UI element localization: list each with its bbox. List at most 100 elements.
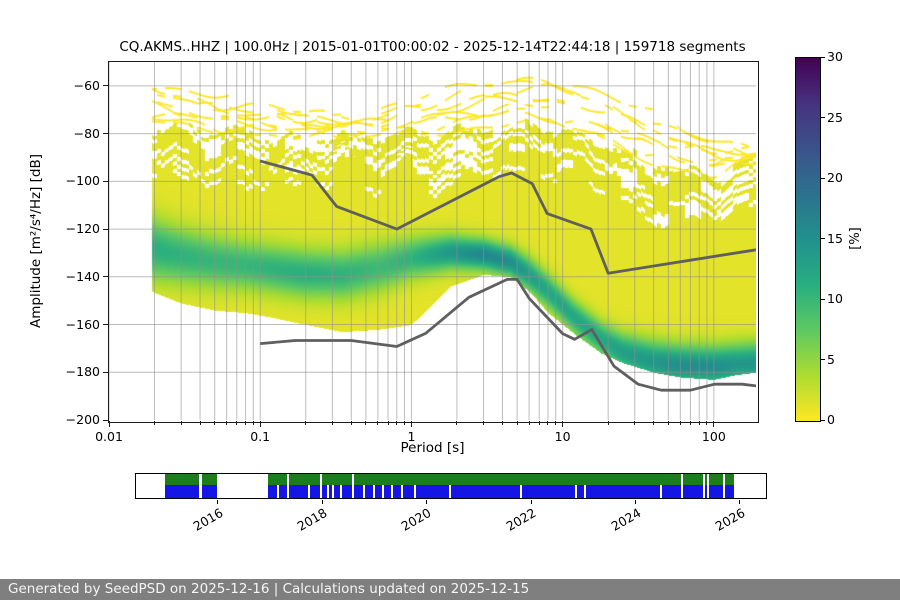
x-minor-tick-mark	[456, 421, 458, 425]
availability-gap	[326, 485, 329, 498]
y-tick-mark	[103, 85, 109, 87]
colorbar-tick-label: 20	[827, 170, 843, 185]
x-tick-label: 1	[407, 429, 416, 444]
y-tick-label: −60	[73, 77, 100, 93]
availability-blue-segment	[268, 485, 734, 498]
colorbar-tick-label: 25	[827, 109, 843, 125]
availability-green-segment	[268, 474, 734, 485]
year-label: 2020	[398, 505, 434, 534]
x-minor-tick-mark	[538, 421, 540, 425]
y-tick-label: −200	[65, 412, 100, 427]
x-tick-label: 0.1	[250, 429, 271, 444]
x-minor-tick-mark	[528, 421, 530, 425]
availability-gap	[340, 485, 343, 498]
colorbar-tick-mark	[820, 56, 825, 58]
x-tick-mark	[259, 421, 261, 427]
year-tick-mark	[425, 500, 427, 504]
x-tick-label: 100	[701, 429, 726, 444]
x-tick-mark	[410, 421, 412, 427]
availability-gap	[307, 485, 310, 498]
x-minor-tick-mark	[516, 421, 518, 425]
x-minor-tick-mark	[653, 421, 655, 425]
x-minor-tick-mark	[547, 421, 549, 425]
colorbar-tick-mark	[820, 359, 825, 360]
colorbar-tick-mark	[820, 298, 825, 300]
x-tick-mark	[562, 421, 564, 427]
y-tick-label: −120	[65, 221, 100, 237]
nlnm-line	[260, 277, 756, 392]
y-tick-label: −100	[65, 173, 100, 189]
availability-gap	[352, 474, 355, 485]
x-minor-tick-mark	[501, 421, 503, 425]
year-tick-mark	[635, 500, 637, 504]
availability-gap	[723, 474, 726, 485]
x-minor-tick-mark	[154, 421, 156, 425]
availability-gap	[707, 474, 710, 485]
x-tick-label: 10	[554, 429, 571, 444]
x-minor-tick-mark	[377, 421, 379, 425]
x-minor-tick-mark	[387, 421, 389, 425]
x-minor-tick-mark	[305, 421, 307, 425]
availability-gap	[519, 485, 522, 498]
y-tick-mark	[103, 371, 109, 373]
availability-gap	[583, 485, 586, 498]
x-minor-tick-mark	[698, 421, 700, 425]
colorbar-tick-mark	[820, 117, 825, 118]
x-minor-tick-mark	[634, 421, 636, 425]
availability-gap	[363, 485, 366, 498]
x-minor-tick-mark	[214, 421, 216, 425]
availability-green-segment	[201, 474, 217, 485]
x-minor-tick-mark	[555, 421, 557, 425]
colorbar-tick-mark	[820, 419, 825, 421]
year-tick-mark	[530, 500, 532, 504]
y-tick-mark	[103, 419, 109, 421]
plot-overlay	[109, 62, 756, 420]
x-minor-tick-mark	[689, 421, 691, 425]
availability-gap	[681, 474, 684, 485]
plot-title: CQ.AKMS..HHZ | 100.0Hz | 2015-01-01T00:0…	[119, 39, 746, 55]
plot-area	[109, 62, 756, 420]
y-tick-label: −140	[65, 268, 100, 284]
x-minor-tick-mark	[236, 421, 238, 425]
x-tick-mark	[108, 421, 110, 427]
availability-gap	[373, 485, 376, 498]
availability-green-segment	[164, 474, 199, 485]
x-axis-label: Period [s]	[400, 440, 465, 456]
y-tick-mark	[103, 276, 109, 278]
year-label: 2016	[190, 505, 226, 534]
colorbar	[795, 57, 821, 422]
year-label: 2022	[503, 505, 539, 534]
ppsd-heatmap	[109, 62, 756, 420]
availability-gap	[319, 474, 322, 485]
availability-gap	[575, 485, 578, 498]
x-tick-label: 0.01	[95, 429, 123, 444]
availability-gap	[414, 485, 417, 498]
footer-bar: Generated by SeedPSD on 2025-12-16 | Cal…	[0, 579, 900, 600]
colorbar-tick-label: 30	[827, 49, 843, 64]
availability-gap	[352, 485, 355, 498]
year-label: 2024	[607, 505, 644, 534]
x-minor-tick-mark	[245, 421, 247, 425]
availability-gap	[703, 485, 706, 498]
year-tick-mark	[739, 500, 741, 504]
x-minor-tick-mark	[331, 421, 333, 425]
x-minor-tick-mark	[180, 421, 182, 425]
availability-gap	[319, 485, 322, 498]
y-tick-mark	[103, 180, 109, 182]
x-minor-tick-mark	[396, 421, 398, 425]
availability-bar	[135, 473, 767, 499]
colorbar-tick-label: 5	[827, 351, 835, 367]
availability-gap	[400, 485, 403, 498]
colorbar-tick-label: 10	[827, 291, 843, 306]
x-minor-tick-mark	[679, 421, 681, 425]
colorbar-tick-label: 15	[827, 230, 843, 246]
year-label: 2018	[294, 505, 330, 534]
availability-gap	[660, 485, 663, 498]
nhnm-line	[259, 159, 756, 275]
x-minor-tick-mark	[365, 421, 367, 425]
availability-gap	[277, 485, 280, 498]
x-minor-tick-mark	[607, 421, 609, 425]
y-tick-label: −180	[65, 364, 100, 380]
footer-text: Generated by SeedPSD on 2025-12-16 | Cal…	[8, 581, 530, 597]
